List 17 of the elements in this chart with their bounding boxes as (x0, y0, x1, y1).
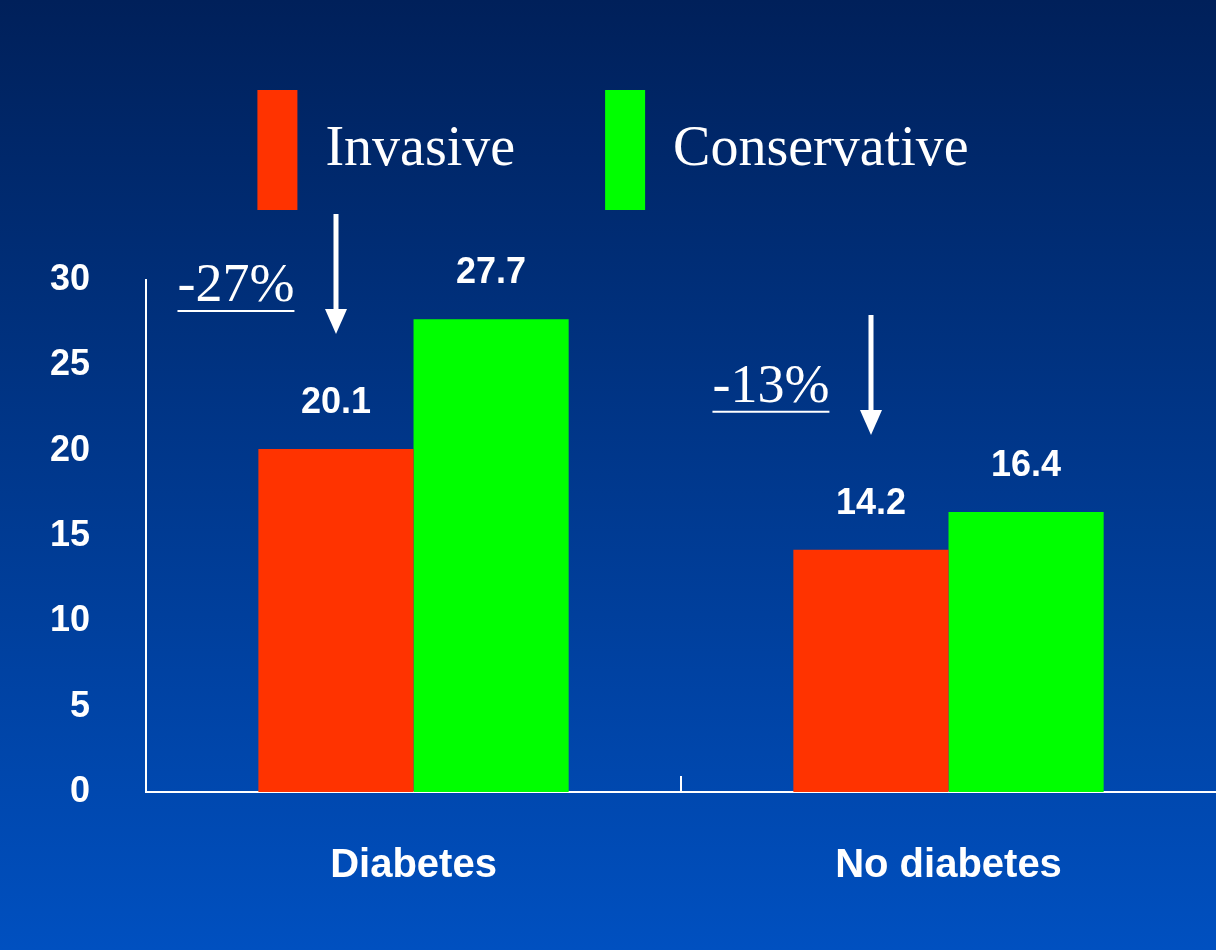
y-tick-label: 5 (70, 683, 91, 725)
data-label: 27.7 (456, 250, 527, 292)
y-tick-label: 0 (70, 768, 91, 810)
annotation: -27% (177, 252, 295, 313)
y-tick-label: 10 (50, 598, 91, 640)
annotation: -13% (712, 353, 830, 414)
legend-label: Conservative (673, 114, 969, 177)
data-label: 14.2 (835, 480, 906, 522)
x-tick-label: No diabetes (835, 841, 1062, 886)
y-tick-label: 25 (50, 342, 91, 384)
y-tick-label: 20 (50, 427, 91, 469)
data-label: 20.1 (300, 379, 371, 421)
data-label: 16.4 (991, 443, 1062, 485)
x-tick-label: Diabetes (330, 841, 497, 886)
y-tick-label: 30 (50, 256, 91, 298)
y-tick-label: 15 (50, 512, 91, 554)
legend-label: Invasive (325, 114, 516, 177)
